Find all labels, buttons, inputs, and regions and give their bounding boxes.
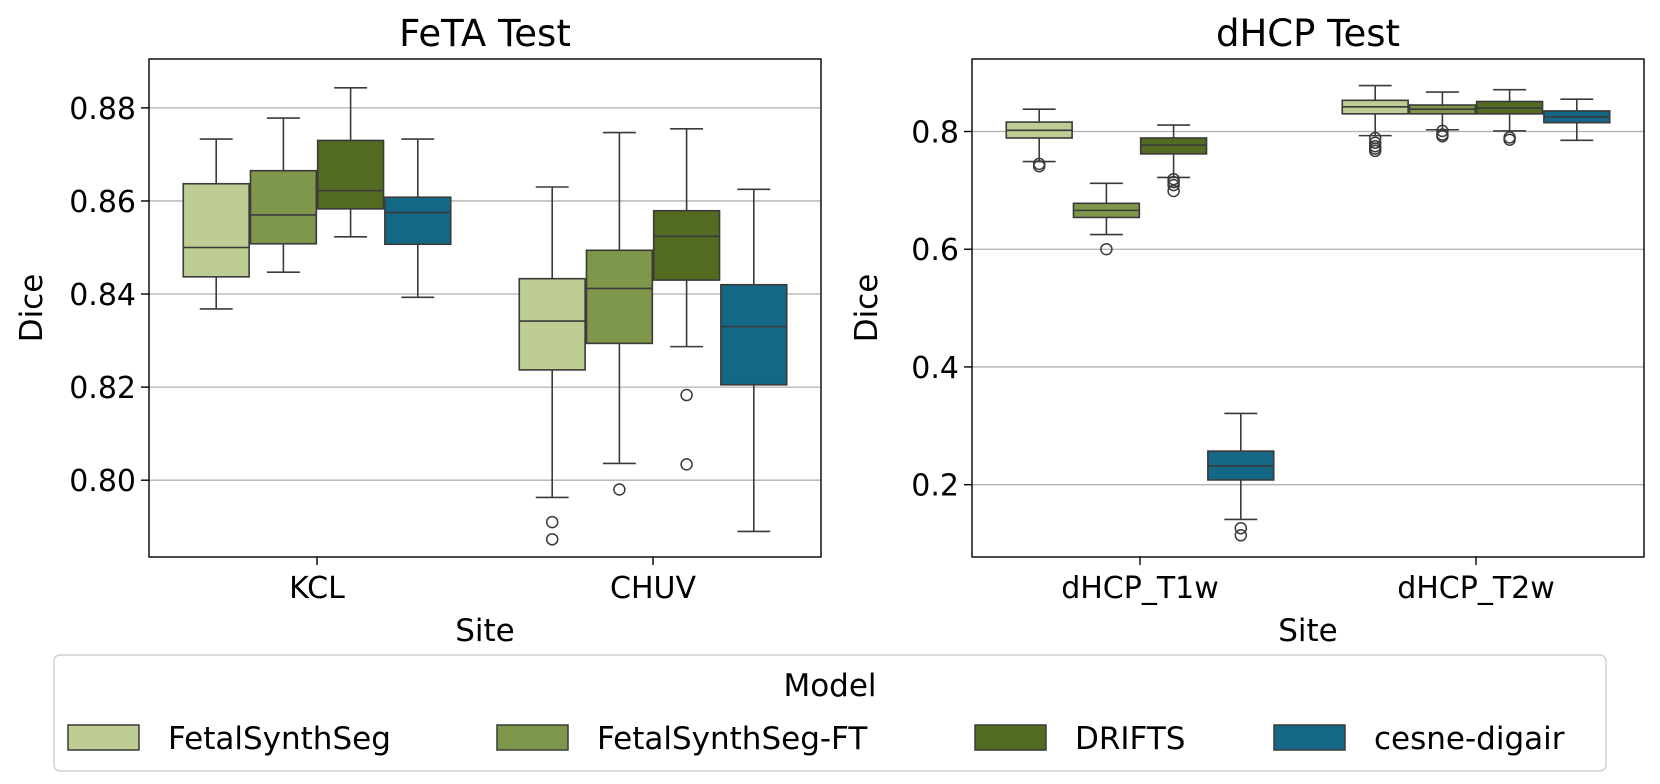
box-fetalsynthseg-ft-dhcp-t1w	[1072, 182, 1141, 256]
outlier-point	[1368, 144, 1382, 158]
x-axis-label: Site	[455, 613, 515, 649]
x-axis-label: Site	[1278, 613, 1338, 649]
legend-entry-fetalsynthseg: FetalSynthSeg	[67, 721, 391, 757]
box-drifts-kcl	[316, 87, 385, 238]
box-plot-marks	[182, 87, 788, 546]
box-iqr	[316, 139, 385, 210]
legend-label: cesne-digair	[1374, 721, 1565, 757]
box-cesne-digair-kcl	[384, 138, 452, 299]
legend: Model FetalSynthSeg FetalSynthSeg-FT DRIFT…	[53, 654, 1607, 772]
legend-label: FetalSynthSeg-FT	[597, 721, 868, 757]
y-tick-label: 0.82	[69, 371, 136, 406]
outlier-point	[613, 483, 626, 496]
y-tick-label: 0.84	[69, 278, 136, 313]
y-tick-label: 0.80	[69, 464, 136, 499]
plot-frame	[971, 58, 1645, 558]
y-tick-label: 0.86	[69, 185, 136, 220]
panel-title-feta: FeTA Test	[399, 12, 571, 55]
box-fetalsynthseg-ft-dhcp-t2w	[1408, 91, 1477, 143]
panel-feta: FeTA Test 0.80 0.82 0.84 0.86 0.88 KCL CHUV D…	[14, 12, 822, 649]
legend-swatch	[974, 724, 1047, 751]
x-tick-label: KCL	[289, 571, 345, 606]
legend-entry-cesne-digair: cesne-digair	[1273, 721, 1565, 757]
box-cesne-digair-dhcp-t2w	[1543, 98, 1611, 142]
outlier-point	[1100, 242, 1113, 256]
outlier-point	[1167, 178, 1180, 192]
y-tick-label: 0.6	[911, 233, 959, 268]
outlier-point	[680, 388, 693, 402]
box-iqr	[585, 249, 654, 345]
box-fetalsynthseg-ft-kcl	[249, 117, 318, 273]
legend-entry-fetalsynthseg-ft: FetalSynthSeg-FT	[496, 721, 868, 757]
outlier-point	[1167, 184, 1180, 198]
box-iqr	[249, 169, 318, 245]
y-tick-label: 0.4	[911, 351, 959, 386]
outlier-point	[1503, 133, 1516, 147]
legend-label: DRIFTS	[1075, 721, 1185, 757]
legend-title: Model	[783, 668, 876, 704]
legend-entry-drifts: DRIFTS	[974, 721, 1185, 757]
box-fetalsynthseg-kcl	[182, 138, 250, 310]
legend-frame	[53, 654, 1607, 772]
panel-dhcp: dHCP Test 0.20.40.60.8 dHCP_T1w dHCP_T2w …	[849, 12, 1645, 649]
outlier-point	[1234, 529, 1248, 542]
legend-swatch	[1273, 724, 1346, 751]
panel-title-dhcp: dHCP Test	[1216, 12, 1400, 55]
x-axis-ticks: KCL CHUV	[289, 557, 696, 606]
x-tick-label: dHCP_T1w	[1061, 571, 1219, 606]
x-axis-ticks: dHCP_T1w dHCP_T2w	[1061, 557, 1555, 606]
box-drifts-dhcp-t2w	[1475, 88, 1544, 147]
box-iqr	[518, 277, 586, 371]
plot-frame	[148, 58, 822, 558]
box-plot-marks	[1005, 84, 1611, 542]
box-drifts-chuv	[652, 128, 721, 471]
outlier-point	[680, 458, 693, 471]
legend-label: FetalSynthSeg	[168, 721, 391, 757]
outlier-point	[1436, 124, 1449, 138]
box-iqr	[1139, 137, 1208, 155]
outlier-point	[545, 533, 559, 546]
outlier-point	[545, 515, 559, 529]
legend-swatch	[496, 724, 569, 751]
box-cesne-digair-dhcp-t1w	[1207, 412, 1275, 542]
box-iqr	[182, 182, 250, 278]
outlier-point	[1436, 129, 1449, 143]
y-tick-label: 0.8	[911, 116, 959, 151]
y-axis-ticks: 0.80 0.82 0.84 0.86 0.88	[69, 92, 149, 499]
y-axis-ticks: 0.2 0.4 0.6 0.8	[911, 116, 972, 504]
x-tick-label: CHUV	[610, 571, 696, 606]
outlier-point	[1032, 159, 1046, 173]
grid-lines	[972, 130, 1644, 486]
box-cesne-digair-chuv	[720, 188, 788, 533]
outlier-point	[1368, 136, 1382, 149]
y-axis-label: Dice	[14, 274, 50, 343]
box-drifts-dhcp-t1w	[1139, 124, 1208, 198]
y-tick-label: 0.88	[69, 92, 136, 127]
box-fetalsynthseg-chuv	[518, 186, 586, 546]
box-fetalsynthseg-dhcp-t2w	[1341, 84, 1409, 158]
box-fetalsynthseg-ft-chuv	[585, 131, 654, 496]
box-iqr	[652, 209, 721, 281]
box-iqr	[384, 196, 452, 246]
box-fetalsynthseg-dhcp-t1w	[1005, 108, 1073, 173]
legend-entries: FetalSynthSeg FetalSynthSeg-FT DRIFTS cesne…	[67, 721, 1565, 757]
box-iqr	[720, 283, 788, 386]
x-tick-label: dHCP_T2w	[1397, 571, 1555, 606]
y-axis-label: Dice	[849, 274, 885, 343]
y-tick-label: 0.2	[911, 469, 959, 504]
legend-swatch	[67, 724, 140, 751]
outlier-point	[1234, 521, 1248, 535]
